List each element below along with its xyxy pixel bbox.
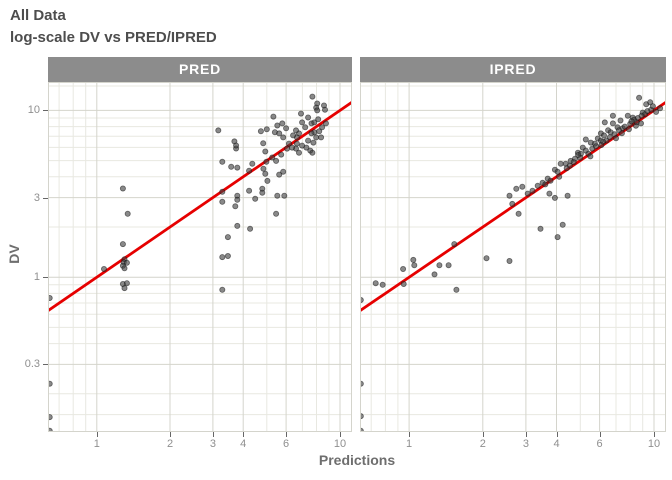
x-tick-mark <box>654 432 655 437</box>
plot-subtitle: log-scale DV vs PRED/IPRED <box>10 29 217 46</box>
x-tick-label: 3 <box>522 438 529 450</box>
y-tick-label: 10 <box>27 104 40 117</box>
facet-strip-pred: PRED <box>48 57 352 82</box>
ipred-panel <box>360 82 666 432</box>
x-tick-mark <box>170 432 171 437</box>
x-tick-label: 10 <box>333 438 347 450</box>
x-tick-label: 4 <box>553 438 560 450</box>
y-tick-mark <box>43 277 48 279</box>
x-tick-mark <box>340 432 341 437</box>
x-tick-mark <box>599 432 601 437</box>
x-tick-mark <box>556 432 558 437</box>
x-tick-mark <box>96 432 98 437</box>
x-tick-mark <box>212 432 214 437</box>
plot-title: All Data <box>10 7 66 24</box>
x-tick-label: 3 <box>209 438 216 450</box>
x-tick-label: 4 <box>240 438 247 450</box>
y-tick-mark <box>43 110 48 112</box>
x-tick-mark <box>409 432 411 437</box>
x-tick-mark <box>525 432 527 437</box>
y-tick-label: 1 <box>33 271 40 284</box>
y-tick-label: 3 <box>33 191 40 204</box>
pred-panel <box>48 82 352 432</box>
facet-pred: PRED <box>48 57 352 432</box>
y-tick-mark <box>43 364 48 366</box>
ipred-scatter <box>360 82 666 432</box>
x-tick-label: 6 <box>283 438 290 450</box>
facet-strip-ipred: IPRED <box>360 57 666 82</box>
y-tick-label: 0.3 <box>24 358 40 371</box>
x-tick-mark <box>482 432 484 437</box>
x-axis-title: Predictions <box>318 452 396 468</box>
x-tick-label: 1 <box>406 438 413 450</box>
x-tick-label: 2 <box>166 438 174 450</box>
x-tick-label: 2 <box>479 438 486 450</box>
x-tick-label: 10 <box>647 438 661 450</box>
x-tick-label: 6 <box>596 438 603 450</box>
x-tick-mark <box>286 432 288 437</box>
x-tick-mark <box>243 432 245 437</box>
facet-ipred: IPRED <box>360 57 666 432</box>
x-tick-label: 1 <box>93 438 100 450</box>
pred-scatter <box>48 82 352 432</box>
y-tick-mark <box>43 197 48 199</box>
